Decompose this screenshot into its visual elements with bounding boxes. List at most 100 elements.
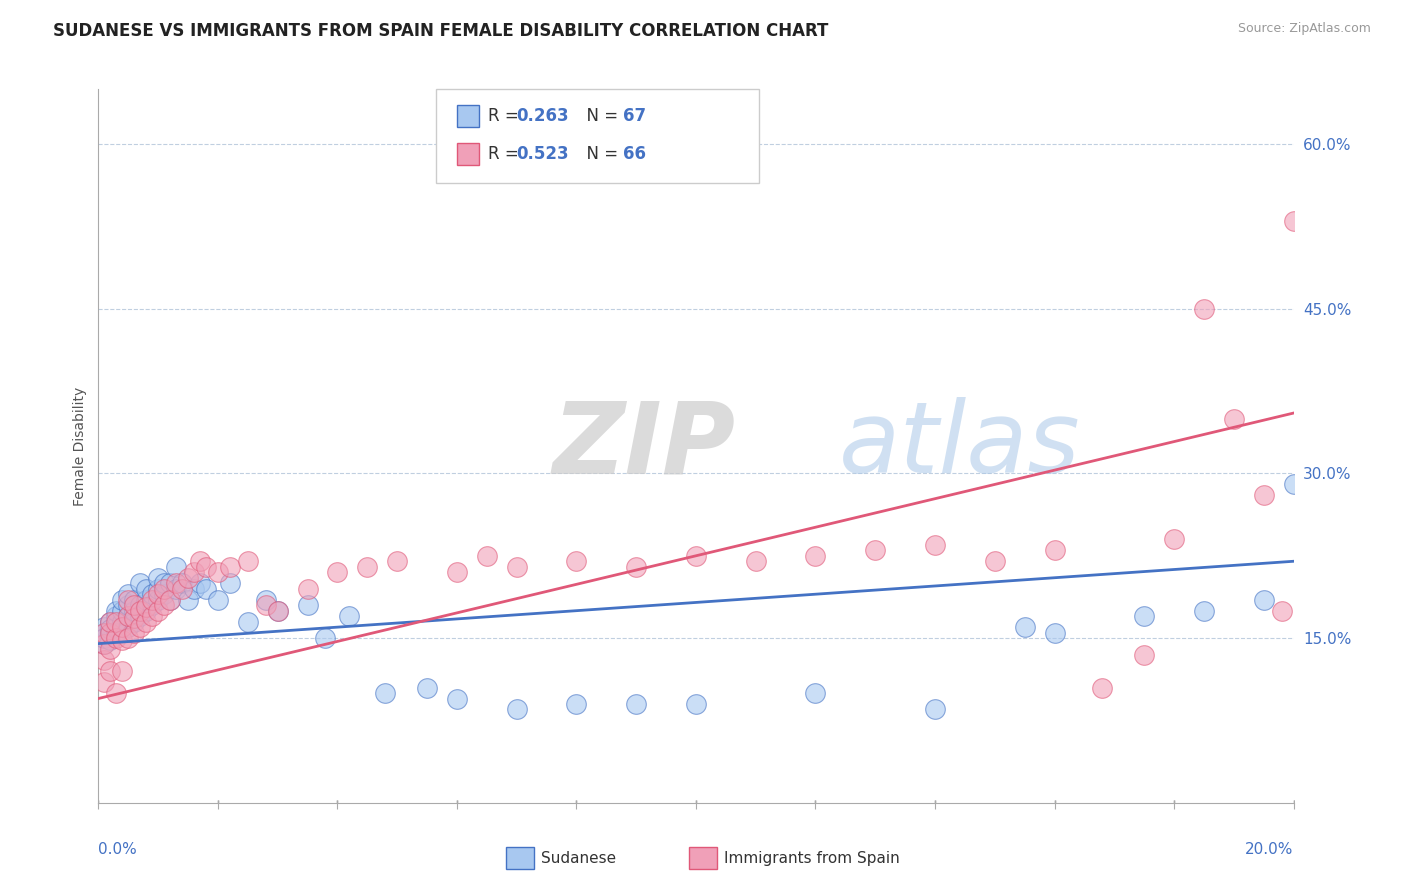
Point <box>165 576 187 591</box>
Point <box>98 625 122 640</box>
Point <box>98 633 122 648</box>
Text: atlas: atlas <box>839 398 1081 494</box>
Point <box>236 615 259 629</box>
Point <box>135 604 157 618</box>
Point <box>129 604 152 618</box>
Point <box>236 554 259 568</box>
Text: N =: N = <box>576 107 624 125</box>
Point <box>111 620 134 634</box>
Text: R =: R = <box>488 145 524 163</box>
Point <box>135 592 157 607</box>
Point <box>326 566 349 580</box>
Point <box>93 637 115 651</box>
Point <box>1271 604 1294 618</box>
Point <box>117 609 139 624</box>
Point <box>159 592 181 607</box>
Point <box>124 592 146 607</box>
Point <box>165 582 187 596</box>
Text: Source: ZipAtlas.com: Source: ZipAtlas.com <box>1237 22 1371 36</box>
Point <box>506 559 529 574</box>
Point <box>111 592 134 607</box>
Point <box>141 609 163 624</box>
Point <box>111 633 134 648</box>
Point <box>506 702 529 716</box>
Point <box>339 609 361 624</box>
Point <box>141 598 163 612</box>
Text: N =: N = <box>576 145 624 163</box>
Point <box>93 675 115 690</box>
Point <box>297 598 319 612</box>
Point <box>98 615 122 629</box>
Point <box>93 653 115 667</box>
Y-axis label: Female Disability: Female Disability <box>73 386 87 506</box>
Point <box>1253 592 1275 607</box>
Point <box>188 576 211 591</box>
Point <box>1192 301 1215 316</box>
Point <box>129 598 152 612</box>
Point <box>685 549 707 563</box>
Text: R =: R = <box>488 107 524 125</box>
Point <box>1014 620 1036 634</box>
Point <box>105 609 128 624</box>
Text: SUDANESE VS IMMIGRANTS FROM SPAIN FEMALE DISABILITY CORRELATION CHART: SUDANESE VS IMMIGRANTS FROM SPAIN FEMALE… <box>53 22 828 40</box>
Point <box>124 611 146 625</box>
Point <box>1163 533 1185 547</box>
Point <box>141 587 163 601</box>
Point <box>254 598 277 612</box>
Point <box>315 631 337 645</box>
Point <box>183 582 205 596</box>
Point <box>117 592 139 607</box>
Point <box>207 592 229 607</box>
Point <box>124 604 146 618</box>
Point <box>565 697 588 711</box>
Point <box>117 620 139 634</box>
Point <box>183 566 205 580</box>
Point <box>129 620 152 634</box>
Point <box>129 609 152 624</box>
Point <box>153 576 176 591</box>
Point <box>385 554 409 568</box>
Point <box>98 615 122 629</box>
Point <box>356 559 378 574</box>
Text: 20.0%: 20.0% <box>1246 842 1294 857</box>
Point <box>93 637 115 651</box>
Point <box>165 559 187 574</box>
Point <box>159 592 181 607</box>
Point <box>1282 214 1305 228</box>
Point <box>98 664 122 678</box>
Point <box>1192 604 1215 618</box>
Point <box>416 681 439 695</box>
Point <box>98 625 122 640</box>
Point <box>984 554 1007 568</box>
Point <box>135 600 157 615</box>
Point <box>188 554 211 568</box>
Point <box>177 571 200 585</box>
Point <box>129 576 152 591</box>
Point <box>1043 543 1066 558</box>
Point <box>159 576 181 591</box>
Point <box>172 582 194 596</box>
Point <box>148 592 170 607</box>
Point <box>254 592 277 607</box>
Point <box>117 598 139 612</box>
Point <box>219 576 242 591</box>
Point <box>105 615 128 629</box>
Point <box>745 554 768 568</box>
Point <box>111 604 134 618</box>
Point <box>135 615 157 629</box>
Point <box>153 587 176 601</box>
Point <box>1091 681 1114 695</box>
Point <box>153 598 176 612</box>
Point <box>924 702 946 716</box>
Point <box>804 686 827 700</box>
Point <box>1282 477 1305 491</box>
Text: 0.523: 0.523 <box>516 145 568 163</box>
Point <box>93 625 115 640</box>
Point <box>1133 609 1156 624</box>
Point <box>117 631 139 645</box>
Point <box>267 604 290 618</box>
Point <box>141 592 163 607</box>
Point <box>1043 625 1066 640</box>
Point <box>117 587 139 601</box>
Point <box>98 623 122 637</box>
